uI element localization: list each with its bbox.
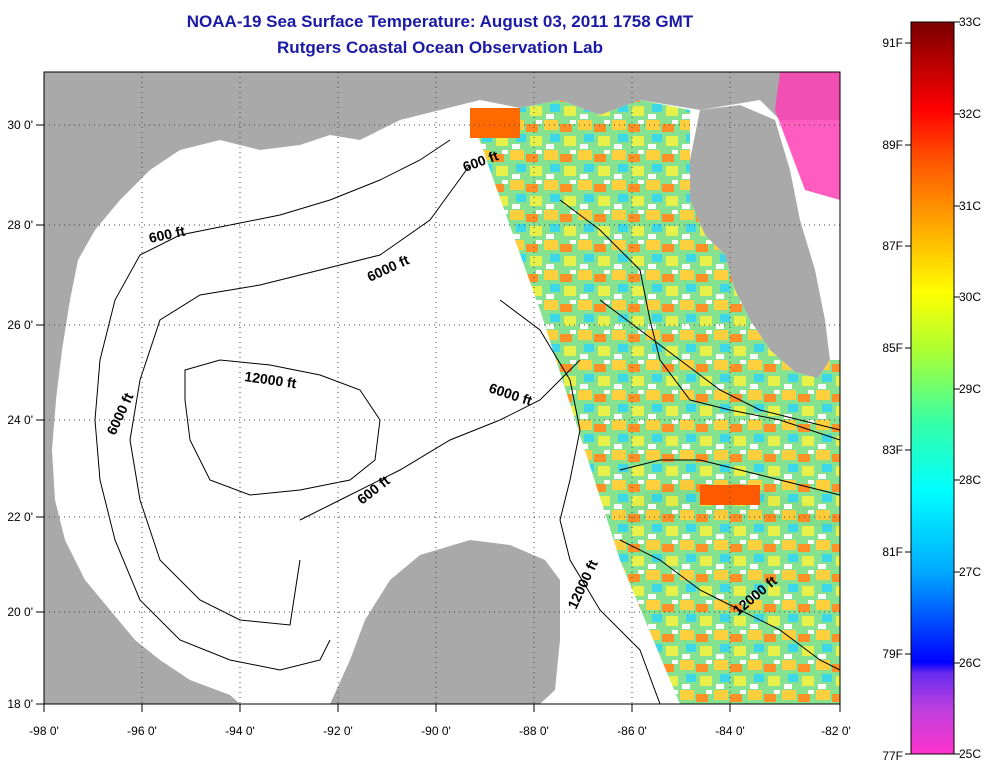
y-tick: 26 0' — [7, 318, 33, 332]
colorbar-ticks — [905, 21, 960, 755]
colorbar-f-label: 83F — [882, 443, 903, 457]
map-frame — [43, 71, 841, 705]
colorbar-f-label: 79F — [882, 647, 903, 661]
colorbar-celsius-labels: 33C 32C 31C 30C 29C 28C 27C 26C 25C — [959, 15, 981, 761]
land-north-coast — [44, 72, 840, 704]
y-tick: 28 0' — [7, 218, 33, 232]
colorbar-f-label: 89F — [882, 138, 903, 152]
graticule — [44, 72, 840, 704]
contour-label: 600 ft — [147, 223, 186, 246]
colorbar-f-label: 87F — [882, 239, 903, 253]
x-tick: -88 0' — [519, 724, 549, 738]
colorbar-c-label: 28C — [959, 473, 981, 487]
x-tick: -94 0' — [225, 724, 255, 738]
colorbar-f-label: 91F — [882, 36, 903, 50]
colorbar-f-label: 77F — [882, 749, 903, 763]
y-tick: 22 0' — [7, 510, 33, 524]
sst-warm-patch — [470, 108, 520, 138]
y-tick: 20 0' — [7, 605, 33, 619]
map-title: NOAA-19 Sea Surface Temperature: August … — [186, 12, 694, 31]
colorbar-fahrenheit-labels: 91F 89F 87F 85F 83F 81F 79F 77F — [882, 36, 903, 763]
colorbar-f-label: 81F — [882, 545, 903, 559]
colorbar-c-label: 33C — [959, 15, 981, 29]
colorbar-c-label: 26C — [959, 656, 981, 670]
x-tick: -96 0' — [127, 724, 157, 738]
sst-swath-east — [775, 72, 840, 200]
colorbar-f-label: 85F — [882, 341, 903, 355]
colorbar-c-label: 32C — [959, 107, 981, 121]
colorbar-c-label: 25C — [959, 747, 981, 761]
y-tick-labels: 30 0' 28 0' 26 0' 24 0' 22 0' 20 0' 18 0… — [7, 118, 33, 711]
colorbar-c-label: 29C — [959, 382, 981, 396]
land-yucatan — [330, 540, 560, 704]
colorbar — [910, 21, 955, 755]
colorbar-c-label: 27C — [959, 565, 981, 579]
colorbar-c-label: 30C — [959, 290, 981, 304]
colorbar-c-label: 31C — [959, 199, 981, 213]
sst-warm-patch-cuba — [700, 485, 760, 505]
land-florida — [690, 105, 830, 378]
x-tick: -86 0' — [617, 724, 647, 738]
x-tick: -82 0' — [821, 724, 851, 738]
contour-label: 12000 ft — [244, 368, 298, 391]
x-tick: -90 0' — [421, 724, 451, 738]
y-tick: 24 0' — [7, 413, 33, 427]
map-subtitle: Rutgers Coastal Ocean Observation Lab — [277, 38, 603, 57]
axis-ticks — [36, 124, 841, 712]
x-tick-labels: -98 0' -96 0' -94 0' -92 0' -90 0' -88 0… — [29, 724, 851, 738]
y-tick: 18 0' — [7, 697, 33, 711]
x-tick: -98 0' — [29, 724, 59, 738]
y-tick: 30 0' — [7, 118, 33, 132]
x-tick: -92 0' — [323, 724, 353, 738]
sst-swath — [470, 100, 840, 704]
x-tick: -84 0' — [715, 724, 745, 738]
